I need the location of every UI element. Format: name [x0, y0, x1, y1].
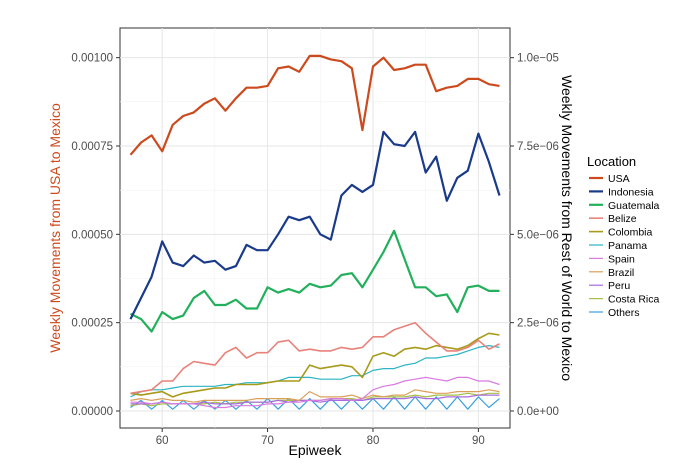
left-y-tick-label: 0.00075: [71, 141, 113, 153]
right-y-tick-label: 2.5e−06: [517, 318, 559, 330]
series-line-belize: [130, 321, 500, 395]
right-axis-label: Weekly Movements from Rest of World to M…: [559, 75, 575, 381]
series-line-colombia: [130, 332, 500, 398]
left-y-tick-label: 0.00050: [71, 229, 113, 241]
series-line-indonesia: [129, 130, 501, 320]
x-tick-label: 70: [261, 435, 274, 447]
left-y-tick-label: 0.00000: [71, 406, 113, 418]
axes: 60 70 80 90 0.00000 0.00025 0.00050 0.00075 0.00…: [71, 53, 558, 447]
legend-label: Peru: [608, 280, 630, 292]
legend-label: Brazil: [608, 267, 634, 279]
x-axis-label: Epiweek: [289, 442, 343, 458]
legend-label: USA: [608, 173, 630, 185]
legend-label: Costa Rica: [608, 294, 660, 306]
right-y-tick-label: 7.5e−06: [517, 141, 559, 153]
series-line-guatemala: [130, 229, 500, 333]
right-y-tick-label: 1.0e−05: [517, 53, 559, 65]
x-tick-label: 60: [156, 435, 169, 447]
series-line-spain: [130, 376, 500, 409]
legend-label: Guatemala: [608, 200, 660, 212]
legend-label: Indonesia: [608, 186, 654, 198]
legend-title: Location: [587, 154, 636, 169]
series-line-brazil: [130, 389, 500, 403]
x-tick-label: 80: [367, 435, 380, 447]
plot-panel: [119, 27, 511, 429]
left-y-tick-label: 0.00100: [71, 53, 113, 65]
legend-label: Spain: [608, 253, 635, 265]
series-line-panama: [130, 345, 500, 398]
legend-label: Panama: [608, 240, 647, 252]
left-y-tick-label: 0.00025: [71, 318, 113, 330]
legend-label: Others: [608, 307, 640, 319]
right-y-tick-label: 5.0e−06: [517, 229, 559, 241]
x-tick-label: 90: [472, 435, 485, 447]
series-line-others: [130, 396, 500, 410]
series-lines: [129, 54, 501, 410]
series-line-usa: [129, 54, 500, 156]
legend-label: Colombia: [608, 227, 653, 239]
right-y-tick-label: 0.0e+00: [517, 406, 559, 418]
legend-label: Belize: [608, 213, 637, 225]
left-axis-label: Weekly Movements from USA to Mexico: [47, 103, 63, 353]
